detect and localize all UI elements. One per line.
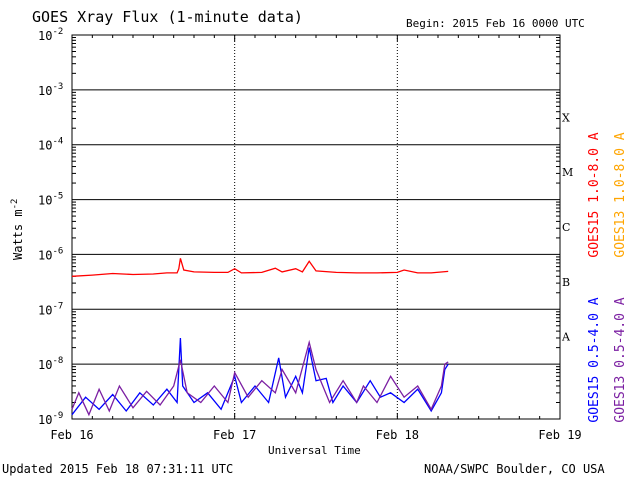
series-line <box>71 258 449 277</box>
y-tick-label: 10-5 <box>38 192 63 208</box>
y-tick-label: 10-7 <box>38 301 63 317</box>
updated-timestamp: Updated 2015 Feb 18 07:31:11 UTC <box>2 462 233 476</box>
legend-entry: GOES13 0.5-4.0 A <box>613 297 628 422</box>
flare-class-labels: X M C B A <box>561 111 573 343</box>
x-tick-label: Feb 19 <box>538 428 581 442</box>
x-axis-label: Universal Time <box>268 444 361 457</box>
y-tick-label: 10-3 <box>38 82 63 98</box>
credit: NOAA/SWPC Boulder, CO USA <box>424 462 605 476</box>
grid <box>72 35 560 419</box>
x-tick-label: Feb 17 <box>213 428 256 442</box>
y-tick-label: 10-8 <box>38 356 63 372</box>
series-line <box>71 337 449 416</box>
series-lines <box>71 258 449 417</box>
legend-entry: GOES15 0.5-4.0 A <box>587 297 602 422</box>
x-axis-ticks: Feb 16 Feb 17 Feb 18 Feb 19 <box>50 35 582 442</box>
x-tick-label: Feb 16 <box>50 428 93 442</box>
y-tick-label: 10-9 <box>38 411 63 427</box>
series-line <box>71 339 449 417</box>
legend-entry: GOES13 1.0-8.0 A <box>613 132 628 257</box>
legend-entry: GOES15 1.0-8.0 A <box>587 132 602 257</box>
begin-date: Begin: 2015 Feb 16 0000 UTC <box>406 17 585 30</box>
flare-class-label: C <box>562 221 570 234</box>
chart-title: GOES Xray Flux (1-minute data) <box>32 8 303 26</box>
plot-area <box>71 34 561 420</box>
y-tick-label: 10-4 <box>38 137 63 153</box>
y-axis-ticks: 10-2 10-3 10-4 10-5 10-6 10-7 10-8 10-9 <box>38 27 560 427</box>
y-axis-label: Watts m-2 <box>10 199 25 260</box>
x-tick-label: Feb 18 <box>376 428 419 442</box>
flare-class-label: X <box>562 111 570 124</box>
legend: GOES15 1.0-8.0 A GOES13 1.0-8.0 A GOES15 0… <box>587 132 628 422</box>
y-tick-label: 10-2 <box>38 27 63 43</box>
flare-class-label: M <box>562 166 573 179</box>
y-tick-label: 10-6 <box>38 246 63 262</box>
flare-class-label: A <box>561 331 571 344</box>
flare-class-label: B <box>562 276 570 289</box>
